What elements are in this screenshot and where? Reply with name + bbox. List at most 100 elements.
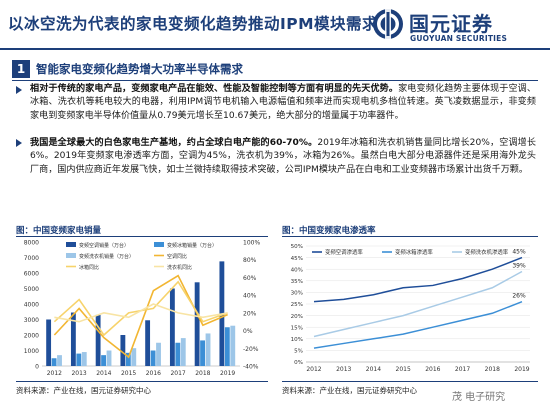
chart1-y-tick-label: 7000 xyxy=(24,255,39,262)
chart1-y2-tick-label: 20% xyxy=(243,310,257,317)
section-title: 智能家电变频化趋势增大功率半导体需求 xyxy=(36,62,243,76)
chart1-x-tick-label: 2014 xyxy=(96,370,111,377)
chart2-x-tick-label: 2014 xyxy=(366,366,381,373)
chart1-bottom-rule xyxy=(16,381,268,382)
chart1-y-tick-label: 4000 xyxy=(24,302,39,309)
chart1-y2-tick-label: 80% xyxy=(243,257,257,264)
section-divider xyxy=(12,80,538,81)
chart1-bar xyxy=(70,312,76,366)
chart1-caption: 图：中国变频家电销量 xyxy=(16,226,102,236)
chart2-x-tick-label: 2015 xyxy=(396,366,411,373)
chart1-x-tick-label: 2017 xyxy=(170,370,185,377)
chart2-y-tick-label: 0% xyxy=(294,360,303,366)
chart1-yoy-line xyxy=(53,280,228,337)
chart1-y2-tick-label: -20% xyxy=(243,346,259,353)
chart1-y-tick-label: 3000 xyxy=(24,317,39,324)
chart1-bar xyxy=(51,358,57,366)
chart1-bar xyxy=(169,288,175,366)
paragraph-2-body: 2019年冰箱和洗衣机销售量同比增长20%，空调增长6%。2019年变频家电渗透… xyxy=(30,138,537,175)
chart2-y-tick-label: 30% xyxy=(291,291,303,297)
chart2-top-rule xyxy=(282,236,538,237)
chart1-bar xyxy=(150,350,156,366)
chart2-x-tick-label: 2016 xyxy=(425,366,440,373)
chart1-legend-label: 变频洗衣机销量（万台） xyxy=(79,253,134,260)
chart1-legend-swatch xyxy=(154,242,164,247)
chart2-data-label: 45% xyxy=(512,249,526,256)
chart1-legend-label: 冰箱同比 xyxy=(79,264,99,271)
bullet-arrow-icon xyxy=(16,139,22,147)
chart2-series-line xyxy=(313,270,523,338)
chart2-y-tick-label: 15% xyxy=(291,325,303,331)
chart1-bar xyxy=(205,333,211,366)
chart1-y-tick-label: 8000 xyxy=(24,240,39,247)
chart1-y2-tick-label: 40% xyxy=(243,293,257,300)
chart1-top-rule xyxy=(16,236,268,237)
chart1-bar xyxy=(120,335,126,366)
chart2-series-line xyxy=(313,256,523,303)
chart2-x-tick-label: 2017 xyxy=(455,366,470,373)
chart1-x-tick-label: 2018 xyxy=(195,370,210,377)
chart1-y2-tick-label: 0% xyxy=(243,328,253,335)
logo-text-en: GUOYUAN SECURITIES xyxy=(410,34,508,43)
chart2-y-tick-label: 35% xyxy=(291,279,303,285)
chart1-bar xyxy=(230,325,236,366)
chart1-y2-tick-label: -40% xyxy=(243,364,259,371)
chart2-series-line xyxy=(313,300,523,349)
chart2-y-tick-label: 20% xyxy=(291,314,303,320)
company-logo: 国元证券 GUOYUAN SECURITIES xyxy=(372,4,548,48)
chart1-bar xyxy=(46,319,52,366)
chart1-x-tick-label: 2012 xyxy=(47,370,62,377)
chart2-y-tick-label: 25% xyxy=(291,302,303,308)
bullet-arrow-icon xyxy=(16,86,22,94)
chart1-bar xyxy=(106,350,112,366)
paragraph-2-lead: 我国是全球最大的白色家电生产基地，约占全球白电产能的60-70%。 xyxy=(30,138,318,148)
chart2-y-tick-label: 50% xyxy=(291,244,303,250)
chart1-y2-tick-label: 60% xyxy=(243,275,257,282)
chart1-x-tick-label: 2013 xyxy=(71,370,86,377)
chart1-legend-label: 变频空调销量（万台） xyxy=(79,242,129,249)
chart1-y-tick-label: 5000 xyxy=(24,286,39,293)
chart1-legend-swatch xyxy=(66,253,76,258)
paragraph-1-body: 家电变频化趋势主要体现于空调、冰箱、洗衣机等耗电较大的电器，利用IPM调节电机输… xyxy=(30,84,536,121)
chart2-y-tick-label: 45% xyxy=(291,256,303,262)
chart2-legend-label: 变频空调渗透率 xyxy=(325,248,363,256)
chart2-y-tick-label: 5% xyxy=(294,349,303,355)
chart2-penetration-lines: 0% 5% 10% 15% 20% 25% 30% 35% 40% 45% 50% 2012 2013 2… xyxy=(291,244,530,373)
chart1-bar xyxy=(175,342,181,366)
chart1-bar xyxy=(101,355,106,366)
guoyuan-logo-icon xyxy=(373,8,403,40)
chart1-bar xyxy=(57,355,62,366)
chart1-bar xyxy=(125,352,131,366)
chart1-x-tick-label: 2019 xyxy=(220,370,235,377)
chart1-bar xyxy=(200,340,205,366)
chart1-y-tick-label: 0 xyxy=(35,364,39,371)
chart2-caption: 图：中国变频家电渗透率 xyxy=(282,226,376,236)
chart1-bar xyxy=(194,282,200,366)
chart1-y2-tick-label: 100% xyxy=(243,240,260,247)
chart1-bar xyxy=(145,320,151,366)
chart2-legend-label: 变频冰箱渗透率 xyxy=(395,248,433,256)
chart1-bar xyxy=(95,314,101,366)
chart1-y-tick-label: 6000 xyxy=(24,271,39,278)
chart2-y-tick-label: 40% xyxy=(291,267,303,273)
chart1-sales-combo: 0 1000 2000 3000 4000 5000 6000 7000 8000 -40% -20… xyxy=(24,240,261,378)
chart1-bar xyxy=(180,338,186,366)
paragraph-1: 相对于传统的家电产品，变频家电产品在能效、性能及智能控制等方面有明显的先天优势。… xyxy=(30,83,536,123)
chart1-legend-label: 空调同比 xyxy=(167,253,187,260)
section-number-badge: 1 xyxy=(12,60,30,78)
chart1-yoy-line xyxy=(54,303,228,323)
chart2-x-tick-label: 2012 xyxy=(306,366,321,373)
chart1-x-tick-label: 2016 xyxy=(146,370,161,377)
chart1-y-tick-label: 1000 xyxy=(24,348,39,355)
chart2-bottom-rule xyxy=(282,381,538,382)
watermark-text: 茂 电子研究 xyxy=(452,392,506,403)
page-title: 以冰空洗为代表的家电变频化趋势推动IPM模块需求 xyxy=(8,15,379,33)
chart1-bar xyxy=(156,342,161,366)
chart2-data-label: 26% xyxy=(512,293,526,300)
chart1-source: 资料来源：产业在线，国元证券研究中心 xyxy=(16,386,151,395)
chart1-x-tick-label: 2015 xyxy=(121,370,136,377)
chart2-data-label: 39% xyxy=(512,263,526,270)
chart1-bar xyxy=(131,348,137,366)
chart2-legend-label: 变频洗衣机渗透率 xyxy=(465,248,509,256)
paragraph-2: 我国是全球最大的白色家电生产基地，约占全球白电产能的60-70%。2019年冰箱… xyxy=(30,137,536,177)
